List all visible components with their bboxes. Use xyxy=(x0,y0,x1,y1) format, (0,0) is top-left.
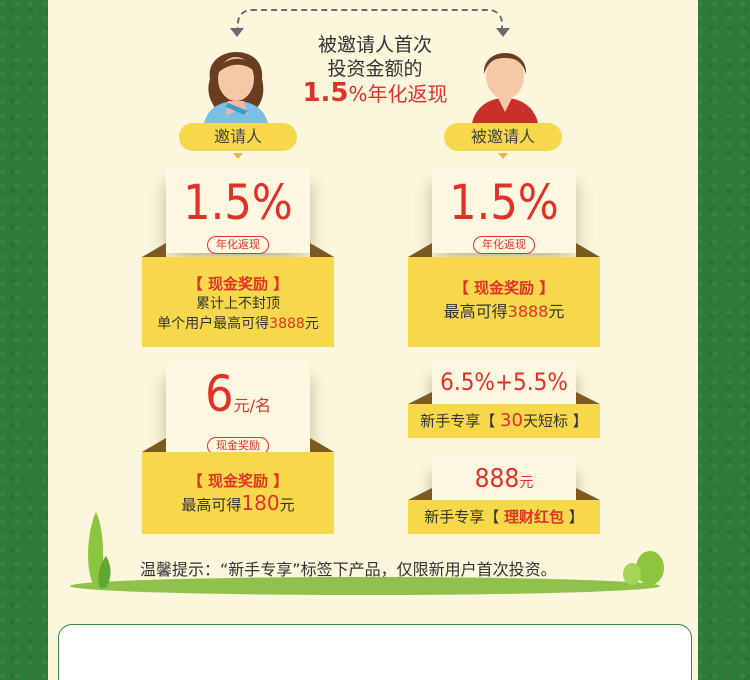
tip-text: 温馨提示：“新手专享”标签下产品，仅限新用户首次投资。 xyxy=(140,560,557,579)
fold-corner xyxy=(576,488,600,500)
rule-rate-suffix: %年化返现 xyxy=(348,82,448,106)
inviter-card2-suffix: 元 xyxy=(279,496,295,514)
inviter-card2-amount: 180 xyxy=(241,491,280,515)
arrow-head-right-icon xyxy=(496,28,510,37)
woman-avatar-icon xyxy=(204,51,268,123)
fold-corner xyxy=(310,438,334,452)
fold-corner xyxy=(576,243,600,257)
invitee-card2-prefix: 新手专享【 xyxy=(420,412,501,430)
invitee-card3-prefix: 新手专享【 xyxy=(424,508,504,526)
inviter-reward-card-2: 6元/名 现金奖励 xyxy=(166,360,310,455)
invitee-card2-days: 30 xyxy=(500,410,523,431)
tree-right-icon xyxy=(623,551,664,585)
invitee-reward-detail-1: 【 现金奖励 】 最高可得3888元 xyxy=(408,257,600,347)
fold-corner xyxy=(142,438,166,452)
invitee-rate-tag: 年化返现 xyxy=(473,236,535,254)
invitee-reward-detail-2: 新手专享【 30天短标 】 xyxy=(408,404,600,438)
inviter-card1-line2: 单个用户最高可得3888元 xyxy=(142,314,334,334)
invitee-label: 被邀请人 xyxy=(444,123,562,151)
invitee-card3-suffix: 】 xyxy=(564,508,584,526)
inviter-card2-line: 最高可得180元 xyxy=(142,491,334,517)
inviter-rate-tag: 年化返现 xyxy=(207,236,269,254)
inviter-reward-detail-2: 【 现金奖励 】 最高可得180元 xyxy=(142,452,334,534)
inviter-card1-line2-suffix: 元 xyxy=(304,316,319,332)
fold-corner xyxy=(576,392,600,404)
rule-line1: 被邀请人首次 xyxy=(317,34,432,56)
invitee-reward-card-3: 888元 xyxy=(432,456,576,500)
rule-line3: 1.5%年化返现 xyxy=(280,78,470,108)
invitee-bonus: 888元 xyxy=(432,456,576,506)
invitee-card3-highlight: 理财红包 xyxy=(503,508,564,526)
invitee-label-pointer-icon xyxy=(498,153,508,159)
inviter-per-person-value: 6 xyxy=(204,365,234,423)
invitee-bonus-unit: 元 xyxy=(519,475,534,491)
ticket-edge-top xyxy=(432,165,576,171)
man-avatar-icon xyxy=(472,53,538,123)
right-grass-border xyxy=(698,0,750,680)
inviter-per-person-unit: 元/名 xyxy=(233,396,272,415)
inviter-card1-line1: 累计上不封顶 xyxy=(196,296,280,312)
inviter-card1-title: 【 现金奖励 】 xyxy=(187,275,289,293)
ticket-edge-top xyxy=(166,360,310,366)
invitee-card2-suffix: 天短标 】 xyxy=(522,412,588,430)
invitee-newbie-rate: 6.5%+5.5% xyxy=(440,368,568,396)
ticket-edge-top xyxy=(432,360,576,366)
invitee-reward-card-2: 6.5%+5.5% xyxy=(432,360,576,404)
arrow-head-left-icon xyxy=(230,28,244,37)
fold-corner xyxy=(142,243,166,257)
inviter-card2-prefix: 最高可得 xyxy=(181,496,242,514)
inviter-per-person: 6元/名 xyxy=(166,366,310,434)
inviter-card1-amount: 3888 xyxy=(269,316,305,332)
rule-rate: 1.5 xyxy=(302,78,349,108)
invitee-reward-card-1: 1.5% 年化返现 xyxy=(432,165,576,254)
inviter-card1-line2-prefix: 单个用户最高可得 xyxy=(157,316,270,332)
inviter-label: 邀请人 xyxy=(179,123,297,151)
fold-corner xyxy=(408,392,432,404)
tree-left-icon xyxy=(88,512,111,588)
invitee-rate: 1.5% xyxy=(449,175,559,231)
fold-corner xyxy=(408,243,432,257)
connection-arrow xyxy=(237,9,503,33)
invite-rule-text: 被邀请人首次 投资金额的 1.5%年化返现 xyxy=(280,33,470,107)
invitee-bonus-value: 888 xyxy=(474,464,520,494)
ticket-edge-top xyxy=(166,165,310,171)
fold-corner xyxy=(408,488,432,500)
inviter-label-pointer-icon xyxy=(233,153,243,159)
fold-corner xyxy=(310,243,334,257)
invitee-card1-prefix: 最高可得 xyxy=(443,302,508,321)
grass-strip xyxy=(70,577,660,595)
invitee-card1-line: 最高可得3888元 xyxy=(408,298,600,326)
invitee-card1-suffix: 元 xyxy=(548,302,565,321)
bottom-card xyxy=(58,624,692,680)
left-grass-border xyxy=(0,0,48,680)
rule-line2: 投资金额的 xyxy=(327,58,423,80)
inviter-reward-card-1: 1.5% 年化返现 xyxy=(166,165,310,254)
inviter-rate: 1.5% xyxy=(183,175,293,231)
inviter-reward-detail-1: 【 现金奖励 】 累计上不封顶 单个用户最高可得3888元 xyxy=(142,257,334,347)
invitee-reward-detail-3: 新手专享【 理财红包 】 xyxy=(408,500,600,534)
ticket-edge-top xyxy=(432,456,576,462)
invitee-card1-title: 【 现金奖励 】 xyxy=(453,279,555,297)
invitee-card1-amount: 3888 xyxy=(507,302,549,321)
inviter-card2-title: 【 现金奖励 】 xyxy=(187,472,289,490)
